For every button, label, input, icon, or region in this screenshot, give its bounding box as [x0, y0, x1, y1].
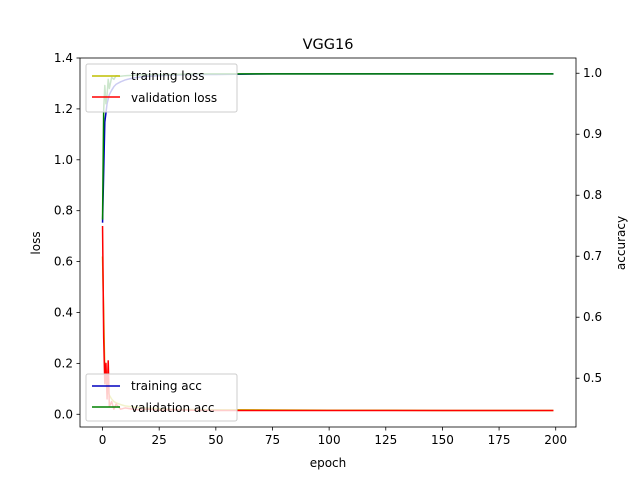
x-tick-label: 0 — [99, 433, 107, 447]
accuracy-legend-box — [85, 373, 238, 422]
left-y-tick-label: 0.4 — [54, 305, 73, 319]
right-y-tick-label: 0.7 — [583, 249, 602, 263]
plot-lines — [101, 73, 554, 412]
left-y-tick-label: 0.2 — [54, 356, 73, 370]
accuracy-legend: training acc validation acc — [85, 373, 238, 422]
x-axis-ticks: 0 25 50 75 100 125 150 175 200 — [99, 427, 567, 447]
right-y-tick-label: 1.0 — [583, 66, 602, 80]
left-y-tick-label: 0.0 — [54, 407, 73, 421]
left-y-tick-label: 0.6 — [54, 255, 73, 269]
x-tick-label: 175 — [488, 433, 511, 447]
x-tick-label: 75 — [265, 433, 280, 447]
legend-label-training-acc: training acc — [131, 379, 202, 393]
x-tick-label: 200 — [544, 433, 567, 447]
left-y-tick-label: 1.0 — [54, 153, 73, 167]
right-y-tick-label: 0.9 — [583, 127, 602, 141]
loss-legend-box — [85, 63, 238, 113]
x-tick-label: 100 — [318, 433, 341, 447]
x-tick-label: 150 — [431, 433, 454, 447]
right-y-axis-label: accuracy — [614, 216, 628, 270]
right-y-tick-label: 0.6 — [583, 310, 602, 324]
x-tick-label: 25 — [152, 433, 167, 447]
left-y-tick-label: 1.2 — [54, 102, 73, 116]
legend-label-validation-acc: validation acc — [131, 401, 214, 415]
legend-label-validation-loss: validation loss — [131, 91, 217, 105]
x-tick-label: 50 — [208, 433, 223, 447]
right-y-tick-label: 0.5 — [583, 371, 602, 385]
x-axis-label: epoch — [310, 456, 347, 470]
left-y-axis-ticks: 0.0 0.2 0.4 0.6 0.8 1.0 1.2 1.4 — [54, 51, 80, 421]
left-y-tick-label: 0.8 — [54, 204, 73, 218]
left-y-tick-label: 1.4 — [54, 51, 73, 65]
right-y-axis-ticks: 0.5 0.6 0.7 0.8 0.9 1.0 — [576, 66, 602, 385]
chart-title: VGG16 — [303, 37, 354, 53]
left-y-axis-label: loss — [29, 231, 43, 254]
loss-legend: training loss validation loss — [85, 63, 238, 113]
legend-label-training-loss: training loss — [131, 69, 204, 83]
plot-frame — [79, 57, 577, 428]
x-tick-label: 125 — [374, 433, 397, 447]
right-y-tick-label: 0.8 — [583, 188, 602, 202]
